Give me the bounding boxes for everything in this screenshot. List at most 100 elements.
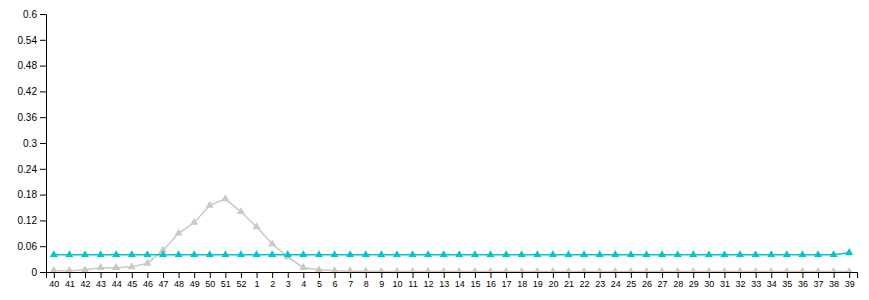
tick-mark bbox=[40, 169, 46, 170]
marker bbox=[564, 267, 572, 272]
marker bbox=[128, 250, 136, 257]
tick-mark bbox=[116, 272, 117, 278]
marker bbox=[97, 263, 105, 270]
tick: 1 bbox=[255, 272, 260, 289]
tick: 29 bbox=[689, 272, 699, 289]
tick: 8 bbox=[364, 272, 369, 289]
tick: 41 bbox=[65, 272, 75, 289]
marker bbox=[767, 267, 775, 272]
tick: 4 bbox=[301, 272, 306, 289]
tick-mark bbox=[771, 272, 772, 278]
tick-label: 0.18 bbox=[18, 189, 38, 200]
tick: 0.36 bbox=[18, 112, 46, 123]
marker bbox=[689, 250, 697, 257]
tick-label: 26 bbox=[642, 279, 652, 289]
tick: 13 bbox=[439, 272, 449, 289]
marker bbox=[783, 250, 791, 257]
tick-label: 12 bbox=[424, 279, 434, 289]
marker bbox=[658, 267, 666, 272]
tick-label: 0.6 bbox=[23, 9, 37, 20]
tick: 10 bbox=[392, 272, 402, 289]
marker bbox=[81, 250, 89, 257]
tick: 33 bbox=[751, 272, 761, 289]
tick-label: 2 bbox=[270, 279, 275, 289]
marker bbox=[502, 250, 510, 257]
tick-mark bbox=[179, 272, 180, 278]
marker bbox=[362, 266, 370, 272]
tick: 50 bbox=[205, 272, 215, 289]
tick: 22 bbox=[580, 272, 590, 289]
tick-label: 39 bbox=[845, 279, 855, 289]
marker bbox=[502, 267, 510, 272]
marker bbox=[346, 250, 354, 257]
tick-mark bbox=[490, 272, 491, 278]
marker bbox=[830, 267, 838, 272]
tick-label: 45 bbox=[127, 279, 137, 289]
marker bbox=[486, 267, 494, 272]
tick-label: 32 bbox=[736, 279, 746, 289]
tick: 35 bbox=[782, 272, 792, 289]
tick: 44 bbox=[112, 272, 122, 289]
tick: 45 bbox=[127, 272, 137, 289]
tick-mark bbox=[85, 272, 86, 278]
tick-label: 18 bbox=[517, 279, 527, 289]
tick: 9 bbox=[379, 272, 384, 289]
tick-label: 41 bbox=[65, 279, 75, 289]
marker bbox=[408, 250, 416, 257]
tick-mark bbox=[366, 272, 367, 278]
tick: 23 bbox=[595, 272, 605, 289]
tick-mark bbox=[834, 272, 835, 278]
tick-label: 50 bbox=[205, 279, 215, 289]
marker bbox=[611, 267, 619, 272]
tick-label: 21 bbox=[564, 279, 574, 289]
marker bbox=[798, 250, 806, 257]
tick-mark bbox=[303, 272, 304, 278]
marker bbox=[783, 267, 791, 272]
tick-mark bbox=[740, 272, 741, 278]
marker bbox=[596, 267, 604, 272]
tick: 37 bbox=[814, 272, 824, 289]
tick-label: 43 bbox=[96, 279, 106, 289]
tick-mark bbox=[40, 117, 46, 118]
tick-label: 28 bbox=[673, 279, 683, 289]
tick-label: 6 bbox=[333, 279, 338, 289]
series bbox=[50, 194, 853, 272]
marker bbox=[97, 250, 105, 257]
marker bbox=[471, 250, 479, 257]
tick: 14 bbox=[455, 272, 465, 289]
marker bbox=[658, 250, 666, 257]
marker bbox=[642, 250, 650, 257]
tick-mark bbox=[568, 272, 569, 278]
tick-mark bbox=[381, 272, 382, 278]
tick-mark bbox=[40, 246, 46, 247]
tick-label: 31 bbox=[720, 279, 730, 289]
marker bbox=[440, 267, 448, 272]
marker bbox=[190, 250, 198, 257]
marker bbox=[299, 263, 307, 270]
tick: 49 bbox=[190, 272, 200, 289]
tick: 15 bbox=[470, 272, 480, 289]
tick-mark bbox=[662, 272, 663, 278]
marker bbox=[190, 218, 198, 225]
tick-mark bbox=[802, 272, 803, 278]
tick-label: 33 bbox=[751, 279, 761, 289]
tick: 27 bbox=[658, 272, 668, 289]
tick-label: 34 bbox=[767, 279, 777, 289]
tick-label: 0.3 bbox=[23, 138, 37, 149]
marker bbox=[705, 267, 713, 272]
marker bbox=[284, 250, 292, 257]
marker bbox=[720, 267, 728, 272]
tick-label: 13 bbox=[439, 279, 449, 289]
marker bbox=[814, 267, 822, 272]
marks bbox=[50, 194, 853, 272]
marker bbox=[65, 250, 73, 257]
tick-mark bbox=[101, 272, 102, 278]
marker bbox=[752, 267, 760, 272]
marker bbox=[752, 250, 760, 257]
tick: 16 bbox=[486, 272, 496, 289]
marker bbox=[237, 207, 245, 214]
marker bbox=[253, 222, 261, 229]
tick-mark bbox=[257, 272, 258, 278]
tick-mark bbox=[413, 272, 414, 278]
marker bbox=[81, 265, 89, 272]
